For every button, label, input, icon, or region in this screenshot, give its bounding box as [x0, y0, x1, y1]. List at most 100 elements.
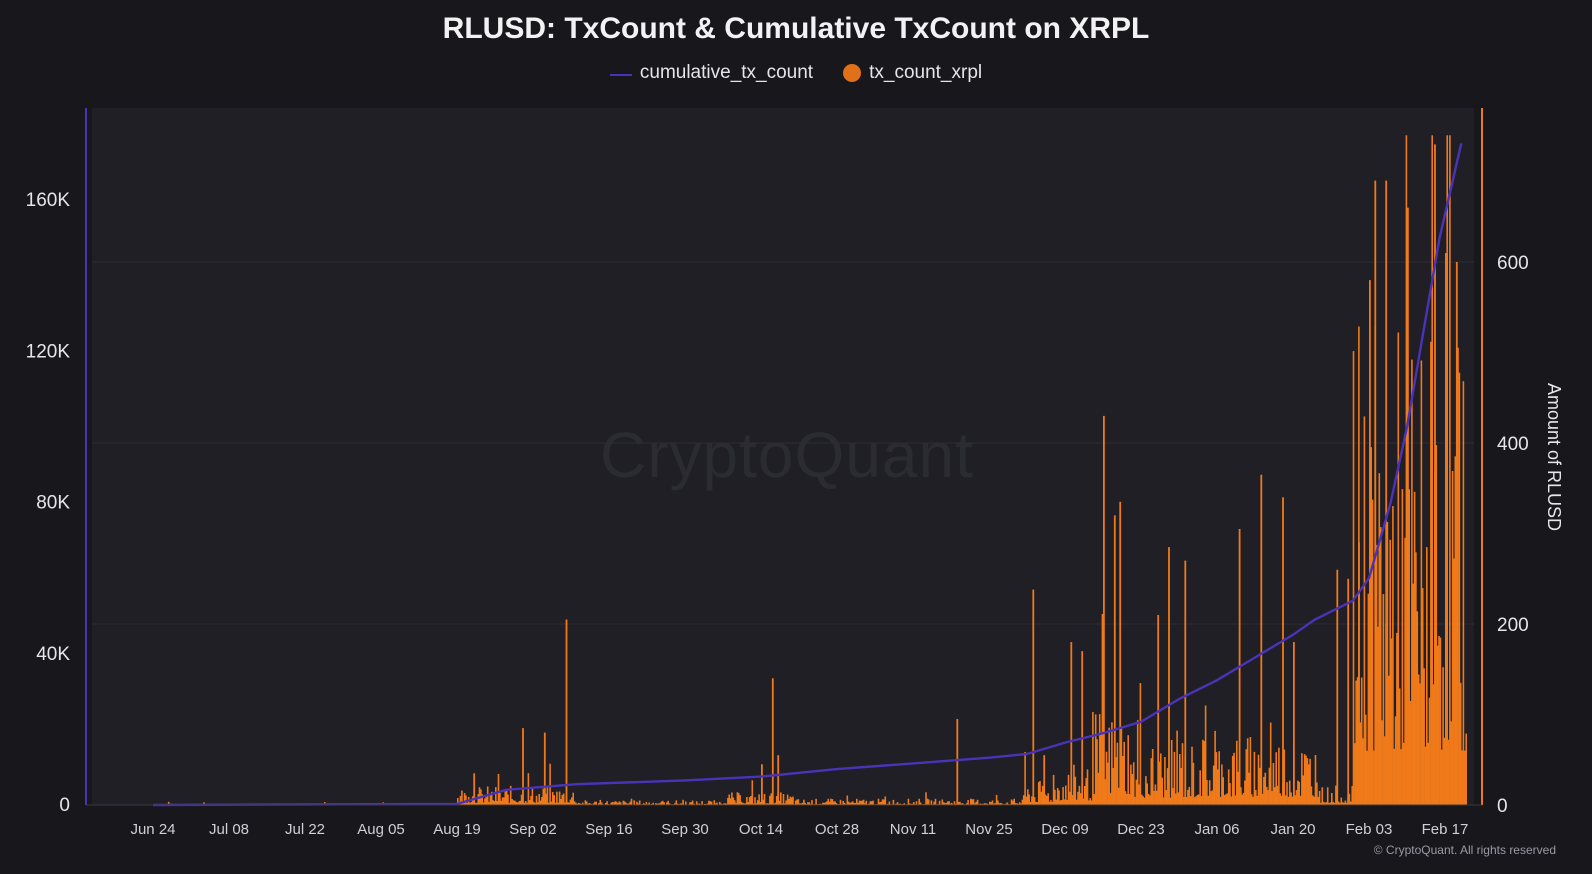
tx-bar	[788, 799, 790, 805]
tx-bar	[1064, 799, 1066, 805]
tx-bar	[614, 801, 616, 805]
tx-bar	[1227, 793, 1229, 805]
tx-bar	[1153, 791, 1155, 805]
tx-bar	[709, 801, 711, 805]
tx-peak-bar	[772, 678, 774, 805]
tx-bar	[1398, 333, 1400, 806]
tx-bar	[1368, 594, 1370, 805]
x-tick-label: Jul 22	[285, 821, 325, 838]
tx-bar	[1201, 796, 1203, 805]
tx-peak-bar	[1032, 590, 1034, 805]
tx-bar	[947, 801, 949, 805]
tx-peak-bar	[1445, 253, 1447, 805]
tx-bar	[840, 800, 842, 805]
tx-bar	[1216, 752, 1218, 805]
tx-peak-bar	[1043, 755, 1045, 805]
right-y-tick-label: 0	[1497, 796, 1508, 817]
tx-bar	[662, 801, 664, 805]
tx-bar	[764, 794, 766, 805]
tx-bar	[1089, 798, 1091, 805]
tx-bar	[1384, 736, 1386, 805]
tx-bar	[942, 800, 944, 806]
tx-bar	[676, 800, 678, 805]
tx-peak-bar	[1369, 280, 1371, 805]
tx-bar	[970, 799, 972, 805]
tx-peak-bar	[1358, 543, 1360, 806]
tx-peak-bar	[956, 719, 958, 805]
tx-bar	[1322, 787, 1324, 805]
tx-bar	[574, 801, 576, 805]
tx-bar	[1039, 781, 1041, 805]
tx-bar	[1455, 456, 1457, 805]
tx-bar	[1296, 790, 1298, 805]
tx-peak-bar	[1282, 497, 1284, 805]
tx-bar	[866, 801, 868, 805]
tx-bar	[1236, 741, 1238, 805]
tx-bar	[1077, 792, 1079, 805]
tx-bar	[1235, 796, 1237, 806]
tx-bar	[1092, 712, 1094, 805]
tx-bar	[1388, 676, 1390, 805]
tx-bar	[1113, 768, 1115, 805]
tx-bar	[1355, 681, 1357, 805]
tx-bar	[1054, 790, 1056, 805]
tx-bar	[1270, 723, 1272, 806]
tx-bar	[560, 799, 562, 805]
tx-bar	[1450, 721, 1452, 805]
tx-bar	[859, 801, 861, 805]
x-tick-label: Nov 25	[965, 821, 1013, 838]
tx-bar	[783, 794, 785, 805]
tx-bar	[1308, 764, 1310, 805]
tx-bar	[1298, 782, 1300, 805]
x-tick-label: Oct 14	[739, 821, 783, 838]
tx-bar	[1208, 796, 1210, 805]
tx-bar	[513, 800, 515, 805]
tx-bar	[1068, 775, 1070, 805]
tx-bar	[1087, 769, 1089, 805]
tx-bar	[1213, 766, 1215, 806]
tx-bar	[833, 801, 835, 805]
tx-bar	[997, 801, 999, 806]
x-tick-label: Feb 17	[1422, 821, 1469, 838]
tx-bar	[1381, 720, 1383, 805]
tx-bar	[1056, 800, 1058, 805]
tx-bar	[1125, 791, 1127, 805]
tx-bar	[752, 780, 754, 805]
tx-bar	[498, 774, 500, 805]
tx-bar	[1315, 755, 1317, 805]
tx-bar	[1422, 588, 1424, 805]
tx-bar	[1163, 797, 1165, 805]
tx-bar	[1265, 773, 1267, 805]
tx-bar	[992, 801, 994, 806]
tx-bar	[1187, 790, 1189, 805]
tx-peak-bar	[1336, 570, 1338, 805]
tx-bar	[885, 797, 887, 806]
tx-bar	[1400, 749, 1402, 805]
tx-bar	[486, 797, 488, 805]
tx-bar	[1372, 500, 1374, 805]
tx-bar	[1156, 791, 1158, 805]
tx-bar	[1197, 795, 1199, 805]
tx-peak-bar	[1168, 547, 1170, 805]
tx-bar	[757, 800, 759, 805]
tx-bar	[1178, 792, 1180, 805]
x-tick-label: Sep 02	[509, 821, 557, 838]
tx-bar	[600, 800, 602, 805]
tx-bar	[925, 792, 927, 805]
tx-bar	[1244, 781, 1246, 806]
tx-bar	[1365, 715, 1367, 805]
tx-bar	[1438, 636, 1440, 805]
x-tick-label: Aug 05	[357, 821, 405, 838]
tx-peak-bar	[1434, 144, 1436, 805]
tx-peak-bar	[1103, 416, 1105, 805]
tx-bar	[1464, 751, 1466, 805]
tx-bar	[790, 797, 792, 805]
tx-bar	[538, 794, 540, 805]
tx-bar	[1198, 794, 1200, 805]
tx-peak-bar	[1407, 208, 1409, 805]
tx-bar	[1151, 758, 1153, 805]
tx-bar	[1419, 683, 1421, 805]
plot-area	[92, 108, 1474, 805]
tx-bar	[1377, 627, 1379, 805]
tx-bar	[1011, 800, 1013, 806]
